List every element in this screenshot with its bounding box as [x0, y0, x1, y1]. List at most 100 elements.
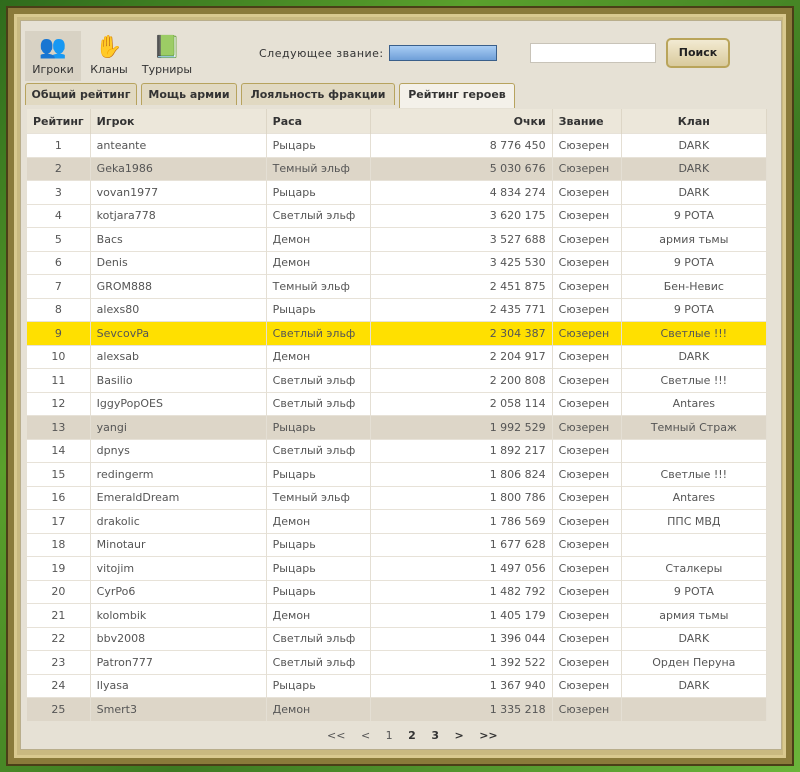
player-cell[interactable]: vitojim	[90, 556, 267, 580]
col-rating[interactable]: Рейтинг	[27, 109, 91, 134]
clan-cell[interactable]: Antares	[621, 485, 768, 510]
race-cell: Рыцарь	[266, 133, 371, 157]
clan-cell[interactable]: Сталкеры	[621, 556, 768, 580]
rank-cell: 6	[27, 250, 91, 275]
tab-hero-rating[interactable]: Рейтинг героев	[399, 83, 515, 108]
col-race[interactable]: Раса	[266, 109, 371, 134]
title-cell: Сюзерен	[552, 509, 622, 533]
clan-cell[interactable]: 9 РОТА	[621, 579, 768, 604]
player-cell[interactable]: kotjara778	[90, 203, 267, 228]
player-cell[interactable]: drakolic	[90, 509, 267, 533]
rank-cell: 2	[27, 156, 91, 181]
points-cell: 3 425 530	[370, 250, 553, 275]
player-cell[interactable]: Basilio	[90, 368, 267, 392]
points-cell: 1 335 218	[370, 697, 553, 721]
clan-cell[interactable]: DARK	[621, 673, 768, 698]
player-cell[interactable]: Bacs	[90, 227, 267, 251]
player-cell[interactable]: GROM888	[90, 274, 267, 298]
rank-cell: 3	[27, 180, 91, 204]
player-cell[interactable]: alexs80	[90, 297, 267, 322]
clan-cell[interactable]: Бен-Невис	[621, 274, 768, 298]
clan-cell[interactable]: DARK	[621, 133, 768, 157]
clan-cell[interactable]	[621, 438, 768, 463]
clan-cell[interactable]: армия тьмы	[621, 227, 768, 251]
clan-cell[interactable]	[621, 697, 768, 721]
points-cell: 8 776 450	[370, 133, 553, 157]
tab-overall[interactable]: Общий рейтинг	[25, 83, 137, 105]
nav-players[interactable]: 👥 Игроки	[25, 31, 81, 81]
rank-cell: 17	[27, 509, 91, 533]
player-cell[interactable]: IggyPopOES	[90, 391, 267, 416]
clan-cell[interactable]: DARK	[621, 626, 768, 651]
clan-cell[interactable]: Темный Страж	[621, 415, 768, 439]
table-row: 24 Ilyasa Рыцарь 1 367 940 Сюзерен DARK	[27, 673, 768, 698]
player-cell[interactable]: alexsab	[90, 344, 267, 369]
player-cell[interactable]: Patron777	[90, 650, 267, 674]
player-cell[interactable]: SevcovPa	[90, 321, 267, 345]
race-cell: Светлый эльф	[266, 438, 371, 463]
clan-cell[interactable]: 9 РОТА	[621, 297, 768, 322]
nav-tournaments[interactable]: 📗 Турниры	[141, 35, 193, 76]
player-cell[interactable]: EmeraldDream	[90, 485, 267, 510]
player-cell[interactable]: bbv2008	[90, 626, 267, 651]
clan-cell[interactable]: Светлые !!!	[621, 368, 768, 392]
search-button[interactable]: Поиск	[666, 38, 730, 68]
clan-cell[interactable]: 9 РОТА	[621, 250, 768, 275]
points-cell: 4 834 274	[370, 180, 553, 204]
clan-cell[interactable]: Antares	[621, 391, 768, 416]
clan-cell[interactable]: армия тьмы	[621, 603, 768, 627]
race-cell: Рыцарь	[266, 297, 371, 322]
race-cell: Демон	[266, 227, 371, 251]
race-cell: Рыцарь	[266, 462, 371, 486]
race-cell: Рыцарь	[266, 673, 371, 698]
clan-cell[interactable]: DARK	[621, 156, 768, 181]
clan-cell[interactable]: Светлые !!!	[621, 462, 768, 486]
clan-cell[interactable]: 9 РОТА	[621, 203, 768, 228]
title-cell: Сюзерен	[552, 227, 622, 251]
last-page-link[interactable]: >>	[479, 729, 498, 742]
player-cell[interactable]: Minotaur	[90, 532, 267, 557]
clan-cell[interactable]: DARK	[621, 180, 768, 204]
rank-cell: 22	[27, 626, 91, 651]
player-cell[interactable]: dpnys	[90, 438, 267, 463]
rank-cell: 4	[27, 203, 91, 228]
clan-cell[interactable]	[621, 532, 768, 557]
search-input[interactable]	[530, 43, 656, 63]
col-clan[interactable]: Клан	[621, 109, 768, 134]
table-row: 14 dpnys Светлый эльф 1 892 217 Сюзерен	[27, 438, 768, 463]
page-1-link[interactable]: 1	[385, 729, 393, 742]
player-cell[interactable]: Denis	[90, 250, 267, 275]
player-cell[interactable]: Geka1986	[90, 156, 267, 181]
table-row: 12 IggyPopOES Светлый эльф 2 058 114 Сюзерен…	[27, 391, 768, 416]
race-cell: Светлый эльф	[266, 650, 371, 674]
next-page-link[interactable]: >	[454, 729, 464, 742]
page-3-link[interactable]: 3	[431, 729, 439, 742]
first-page-link[interactable]: <<	[327, 729, 346, 742]
nav-clans[interactable]: ✋ Кланы	[90, 35, 128, 76]
player-cell[interactable]: yangi	[90, 415, 267, 439]
player-cell[interactable]: vovan1977	[90, 180, 267, 204]
tab-faction-loyalty[interactable]: Лояльность фракции	[241, 83, 395, 105]
clan-cell[interactable]: Светлые !!!	[621, 321, 768, 345]
table-row: 9 SevcovPa Светлый эльф 2 304 387 Сюзерен Све…	[27, 321, 768, 345]
player-cell[interactable]: CyrPo6	[90, 579, 267, 604]
clan-cell[interactable]: DARK	[621, 344, 768, 369]
player-cell[interactable]: anteante	[90, 133, 267, 157]
points-cell: 3 527 688	[370, 227, 553, 251]
player-cell[interactable]: Ilyasa	[90, 673, 267, 698]
clan-cell[interactable]: Орден Перуна	[621, 650, 768, 674]
col-points[interactable]: Очки	[370, 109, 553, 134]
clan-cell[interactable]: ППС МВД	[621, 509, 768, 533]
page-2-link[interactable]: 2	[408, 729, 416, 742]
players-icon: 👥	[39, 35, 67, 60]
rank-cell: 9	[27, 321, 91, 345]
col-player[interactable]: Игрок	[90, 109, 267, 134]
tab-army-power[interactable]: Мощь армии	[141, 83, 237, 105]
table-row: 15 redingerm Рыцарь 1 806 824 Сюзерен Светлые…	[27, 462, 768, 486]
prev-page-link[interactable]: <	[360, 729, 371, 742]
points-cell: 1 367 940	[370, 673, 553, 698]
player-cell[interactable]: redingerm	[90, 462, 267, 486]
col-rank[interactable]: Звание	[552, 109, 622, 134]
player-cell[interactable]: kolombik	[90, 603, 267, 627]
player-cell[interactable]: Smert3	[90, 697, 267, 721]
